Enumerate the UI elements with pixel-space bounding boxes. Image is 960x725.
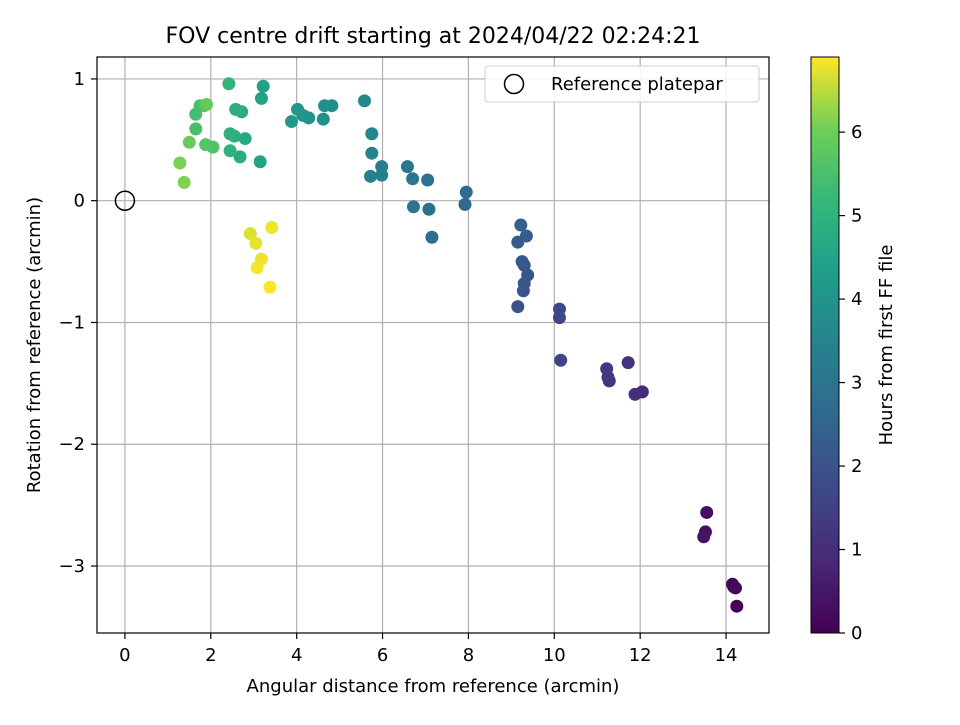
colorbar-gradient bbox=[810, 56, 840, 634]
x-tick-label: 0 bbox=[119, 645, 130, 666]
scatter-point bbox=[554, 353, 568, 367]
scatter-point bbox=[243, 227, 257, 241]
reference-platepar-marker bbox=[114, 190, 136, 211]
grid-lines bbox=[97, 57, 769, 633]
scatter-point bbox=[222, 77, 236, 91]
scatter-point bbox=[238, 132, 252, 146]
scatter-point bbox=[697, 530, 711, 544]
scatter-point bbox=[223, 127, 237, 141]
x-tick-label: 12 bbox=[629, 645, 652, 666]
scatter-point bbox=[265, 220, 279, 234]
y-axis-ticks: 1 0 −1 −2 −3 bbox=[58, 69, 97, 577]
x-tick-label: 6 bbox=[377, 645, 388, 666]
scatter-point bbox=[519, 229, 533, 243]
scatter-point bbox=[254, 91, 268, 105]
scatter-point bbox=[253, 155, 267, 169]
scatter-point bbox=[400, 160, 414, 174]
scatter-point bbox=[628, 387, 642, 401]
reference-marker-layer bbox=[114, 190, 136, 211]
scatter-point bbox=[621, 356, 635, 370]
colorbar: 0 1 2 3 4 5 6 Hours from first FF file bbox=[810, 56, 897, 644]
colorbar-tick-label: 2 bbox=[851, 456, 862, 477]
scatter-point bbox=[458, 197, 472, 211]
scatter-point bbox=[375, 168, 389, 182]
scatter-point bbox=[233, 150, 247, 164]
scatter-point bbox=[316, 112, 330, 126]
scatter-point bbox=[182, 135, 196, 149]
scatter-point bbox=[229, 102, 243, 116]
x-axis-title: Angular distance from reference (arcmin) bbox=[247, 676, 620, 697]
x-tick-label: 8 bbox=[463, 645, 474, 666]
y-tick-label: −1 bbox=[58, 312, 85, 333]
legend-box bbox=[484, 65, 760, 103]
scatter-point bbox=[459, 185, 473, 199]
chart-title: FOV centre drift starting at 2024/04/22 … bbox=[166, 24, 701, 49]
scatter-point bbox=[552, 302, 566, 316]
scatter-point bbox=[285, 115, 299, 129]
scatter-point bbox=[173, 156, 187, 170]
scatter-point bbox=[189, 122, 203, 136]
scatter-point bbox=[291, 102, 305, 116]
scatter-point bbox=[514, 218, 528, 232]
scatter-point bbox=[250, 261, 264, 275]
scatter-point bbox=[365, 127, 379, 141]
colorbar-tick-label: 3 bbox=[851, 373, 862, 394]
scatter-point bbox=[730, 599, 744, 613]
y-axis-title: Rotation from reference (arcmin) bbox=[24, 197, 45, 493]
x-tick-label: 4 bbox=[291, 645, 302, 666]
scatter-point bbox=[406, 200, 420, 214]
colorbar-tick-label: 6 bbox=[851, 122, 862, 143]
legend: Reference platepar bbox=[484, 65, 760, 103]
y-tick-label: 1 bbox=[74, 69, 85, 90]
legend-marker-open-circle bbox=[503, 73, 525, 95]
scatter-point bbox=[425, 230, 439, 244]
colorbar-title: Hours from first FF file bbox=[876, 245, 897, 446]
plot-frame bbox=[96, 56, 770, 634]
x-tick-label: 2 bbox=[205, 645, 216, 666]
colorbar-tick-label: 4 bbox=[851, 289, 862, 310]
scatter-point bbox=[189, 107, 203, 121]
scatter-point bbox=[700, 505, 714, 519]
scatter-point bbox=[406, 172, 420, 186]
colorbar-tick-label: 0 bbox=[851, 623, 862, 644]
scatter-point bbox=[318, 99, 332, 113]
scatter-point bbox=[256, 79, 270, 93]
scatter-point bbox=[223, 144, 237, 158]
scatter-point bbox=[511, 300, 525, 314]
scatter-point bbox=[199, 97, 213, 111]
x-tick-label: 10 bbox=[543, 645, 566, 666]
scatter-points bbox=[173, 77, 744, 613]
scatter-point bbox=[422, 202, 436, 216]
y-tick-label: −3 bbox=[58, 556, 85, 577]
scatter-point bbox=[199, 138, 213, 152]
scatter-point bbox=[600, 362, 614, 376]
x-axis-ticks: 0 2 4 6 8 10 12 14 bbox=[119, 633, 738, 666]
scatter-point bbox=[263, 280, 277, 294]
scatter-point bbox=[421, 173, 435, 187]
x-tick-label: 14 bbox=[715, 645, 738, 666]
y-tick-label: −2 bbox=[58, 434, 85, 455]
scatter-point bbox=[364, 169, 378, 183]
colorbar-tick-label: 1 bbox=[851, 540, 862, 561]
scatter-point bbox=[358, 94, 372, 108]
y-tick-label: 0 bbox=[74, 191, 85, 212]
colorbar-tick-label: 5 bbox=[851, 206, 862, 227]
scatter-point bbox=[249, 236, 263, 250]
scatter-point bbox=[729, 581, 743, 595]
scatter-point bbox=[365, 146, 379, 160]
scatter-point bbox=[515, 255, 529, 269]
legend-entry-label: Reference platepar bbox=[551, 74, 723, 95]
scatter-point bbox=[177, 175, 191, 189]
colorbar-ticks: 0 1 2 3 4 5 6 bbox=[839, 122, 862, 644]
